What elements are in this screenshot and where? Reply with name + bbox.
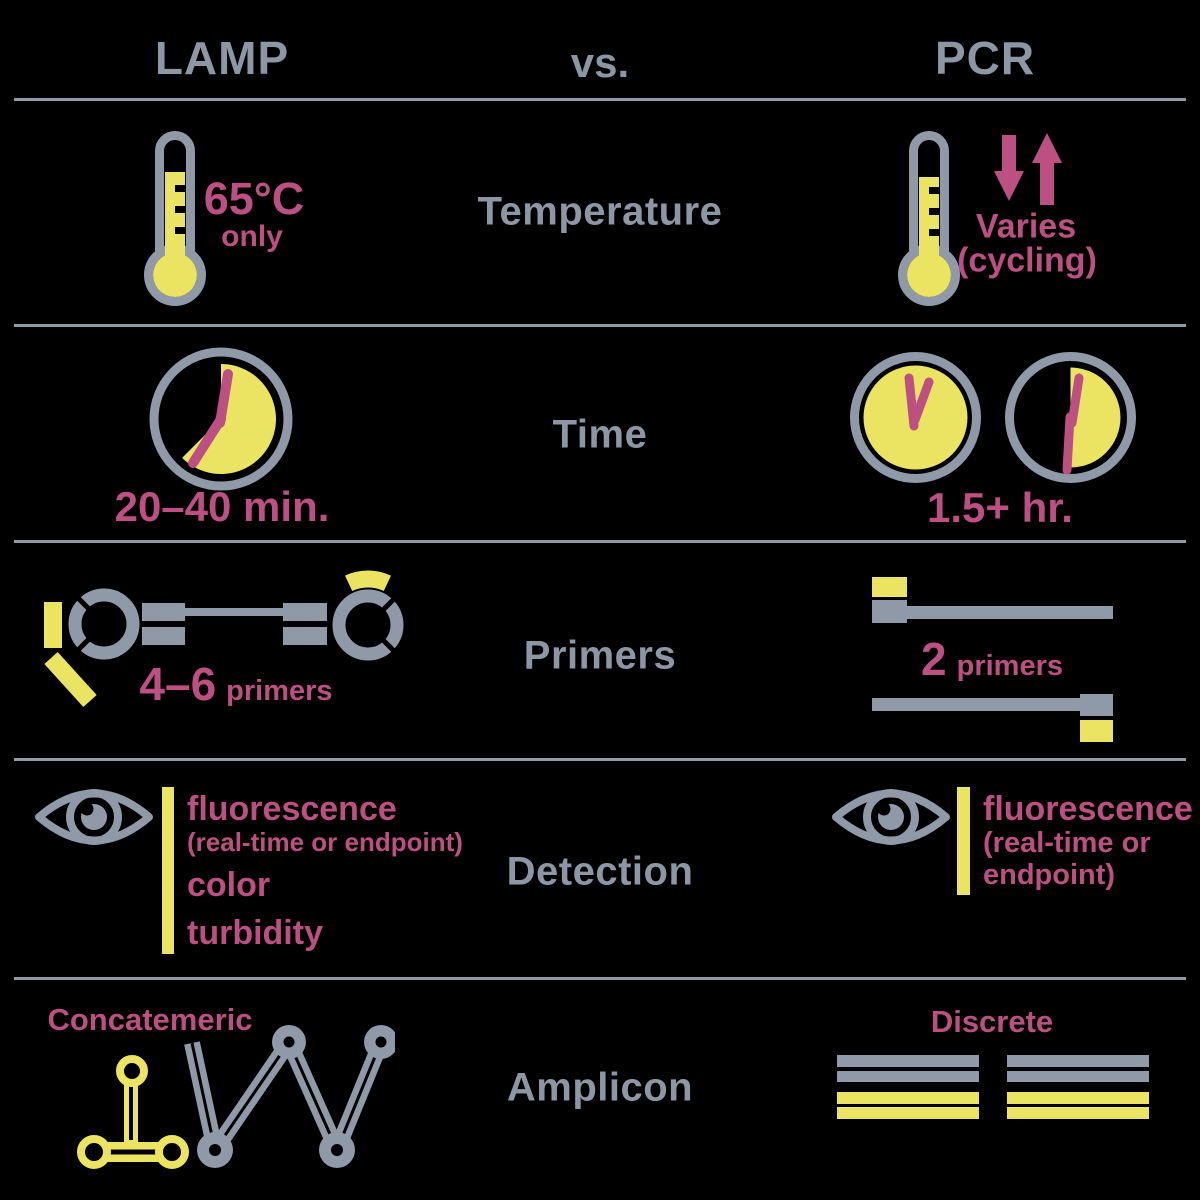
row-label-detection: Detection [506,849,694,894]
divider-line [14,758,1186,761]
concatemer-icon [77,1055,189,1169]
lamp-temperature-value: 65°C [203,173,305,224]
divider-line [14,98,1186,101]
eye-icon [35,789,153,845]
pcr-temperature-value: Varies [975,207,1077,246]
lamp-detection-method: fluorescence [187,790,397,828]
thermometer-icon [898,131,960,306]
pcr-detection-method-note: (real-time or [983,827,1151,859]
pcr-amplicon-type: Discrete [930,1004,1054,1039]
detection-bar [957,787,970,895]
pcr-primer-count-number: 2 [921,633,947,685]
clock-icon [1005,352,1136,483]
divider-line [14,324,1186,327]
discrete-bands-icon [837,1055,1149,1119]
row-label-temperature: Temperature [477,189,723,234]
lamp-dumbbell-primer-icon [44,570,404,708]
lamp-detection-method: turbidity [187,914,323,952]
lamp-amplicon-type: Concatemeric [47,1002,253,1037]
thermometer-icon [144,131,206,306]
pcr-temperature-note: (cycling) [957,241,1097,280]
lamp-temperature-note: only [221,220,283,253]
zigzag-amplicon-icon [184,1025,395,1168]
lamp-primer-count-unit: primers [226,675,333,707]
pcr-primer-strands-icon [872,577,1113,742]
cycling-arrows-icon [994,133,1062,205]
lamp-time-value: 20–40 min. [114,483,330,530]
divider-line [14,977,1186,980]
pcr-detection-method-note: endpoint) [983,859,1116,891]
lamp-primer-count: 4–6 primers [139,657,332,711]
pcr-primer-count-unit: primers [956,650,1063,682]
pcr-time-value: 1.5+ hr. [927,484,1073,531]
pcr-detection-method: fluorescence [983,790,1193,828]
row-label-primers: Primers [523,633,677,678]
lamp-detection-method-note: (real-time or endpoint) [187,827,463,857]
clock-icon [850,352,981,483]
lamp-primer-count-number: 4–6 [139,658,217,710]
header-lamp: LAMP [154,32,290,84]
header-vs: vs. [570,39,630,86]
header-pcr: PCR [934,32,1036,84]
eye-icon [832,789,950,845]
row-label-amplicon: Amplicon [506,1065,694,1110]
pcr-primer-count: 2 primers [921,632,1063,686]
row-label-time: Time [552,412,648,457]
detection-bar [162,787,174,954]
lamp-detection-method: color [187,866,271,904]
clock-icon [149,347,293,491]
divider-line [14,540,1186,543]
